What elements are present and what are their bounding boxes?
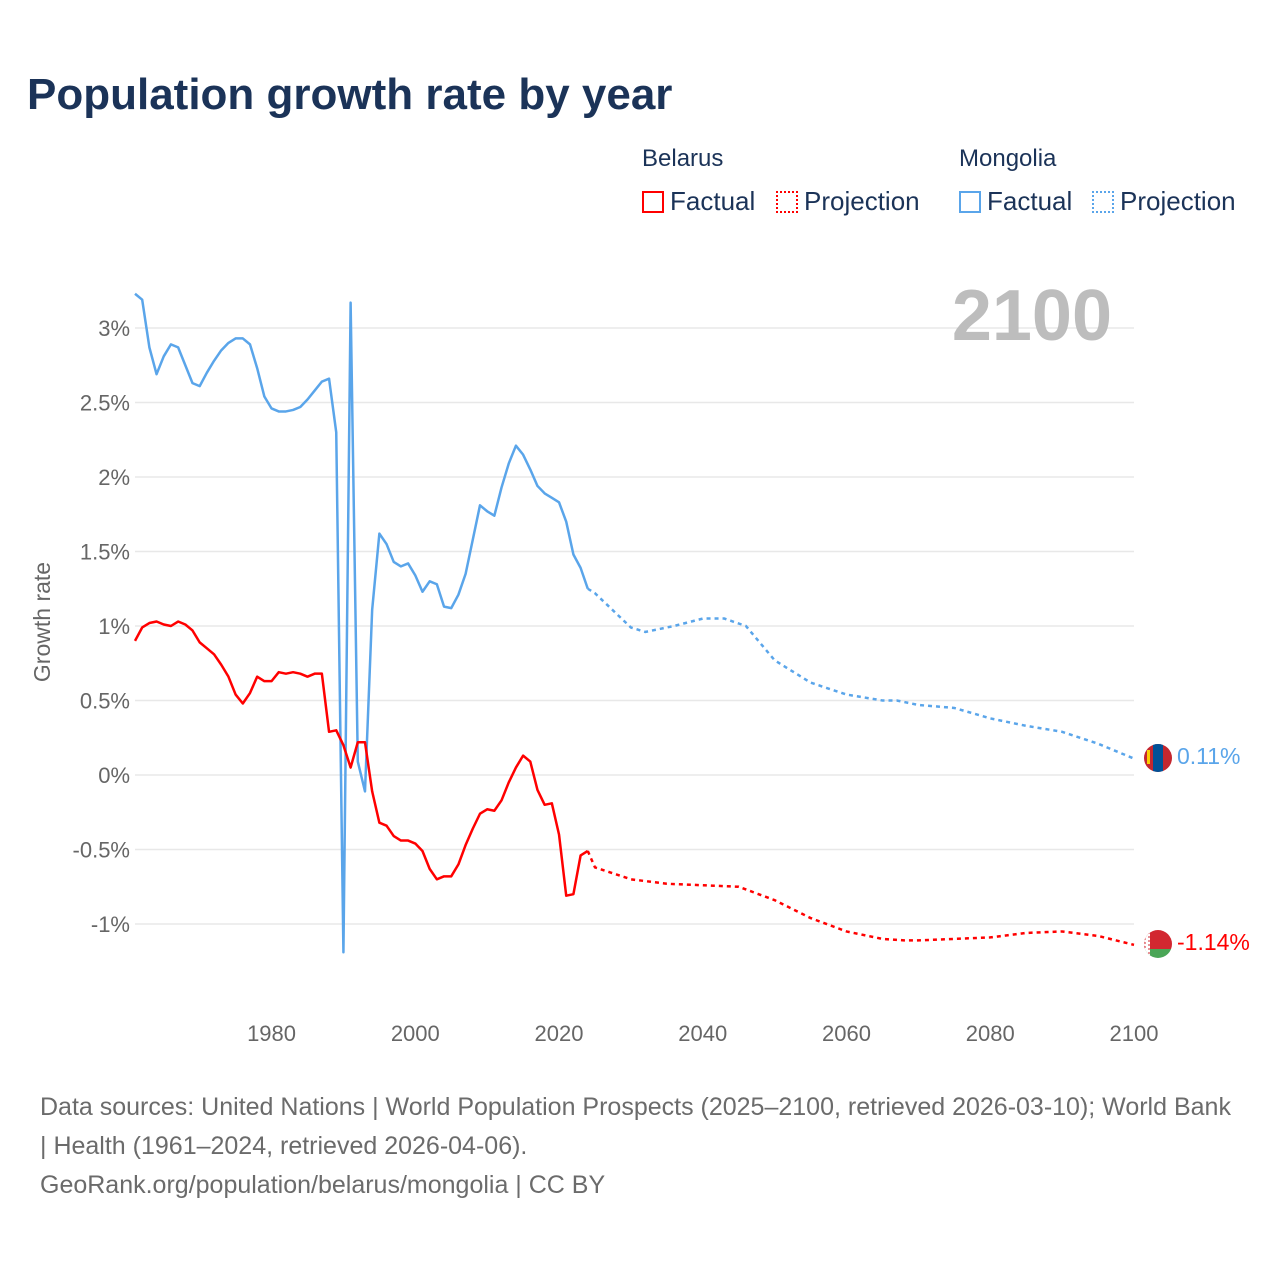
year-indicator: 2100 [951, 276, 1112, 356]
y-tick-label: 2.5% [80, 391, 130, 416]
x-tick-label: 2100 [1110, 1021, 1159, 1046]
legend-label: Factual [987, 186, 1073, 216]
belarus-projection-line [586, 850, 1135, 947]
source-link[interactable]: GeoRank.org/population/belarus/mongolia … [40, 1171, 606, 1199]
legend-belarus-projection[interactable]: Projection [776, 186, 920, 217]
mongolia-end-label: 0.11% [1177, 743, 1241, 769]
y-tick-label: 0.5% [80, 689, 130, 714]
legend-belarus-factual[interactable]: Factual [642, 186, 755, 217]
y-axis-label: Growth rate [29, 562, 55, 682]
legend-swatch-solid [959, 190, 981, 213]
x-tick-label: 2060 [822, 1021, 871, 1046]
legend-mongolia-factual[interactable]: Factual [959, 186, 1072, 217]
y-tick-label: 1.5% [80, 540, 130, 565]
mongolia-projection-line [587, 587, 1135, 760]
legend-label: Projection [804, 186, 920, 216]
mongolia-factual-line [134, 292, 589, 954]
legend-label: Projection [1120, 186, 1236, 216]
y-tick-label: 0% [98, 763, 130, 788]
x-tick-label: 2080 [966, 1021, 1015, 1046]
y-tick-label: 2% [98, 465, 130, 490]
chart-title: Population growth rate by year [27, 70, 673, 119]
mongolia-flag-icon [1144, 744, 1172, 772]
legend-belarus-heading: Belarus [642, 145, 724, 172]
source-text: Data sources: United Nations | World Pop… [40, 1093, 1231, 1160]
legend-swatch-solid [642, 190, 664, 213]
source-note: Data sources: United Nations | World Pop… [40, 1088, 1240, 1205]
y-tick-label: 1% [98, 614, 130, 639]
y-tick-label: 3% [98, 316, 130, 341]
belarus-end-label: -1.14% [1177, 929, 1250, 955]
legend-mongolia-projection[interactable]: Projection [1092, 186, 1236, 217]
y-tick-label: -0.5% [73, 838, 130, 863]
legend-mongolia-heading: Mongolia [959, 145, 1057, 172]
belarus-flag-icon [1144, 930, 1172, 958]
x-tick-label: 2000 [391, 1021, 440, 1046]
x-tick-label: 2020 [535, 1021, 584, 1046]
belarus-factual-line [133, 620, 589, 897]
x-tick-label: 2040 [678, 1021, 727, 1046]
y-tick-label: -1% [91, 912, 130, 937]
legend-swatch-dotted [1092, 190, 1114, 213]
line-chart: 3% 2.5% 2% 1.5% 1% 0.5% 0% -0.5% -1% 1980 2000 202… [29, 292, 1250, 1046]
x-tick-label: 1980 [247, 1021, 296, 1046]
legend-swatch-dotted [776, 190, 798, 213]
legend-label: Factual [670, 186, 756, 216]
